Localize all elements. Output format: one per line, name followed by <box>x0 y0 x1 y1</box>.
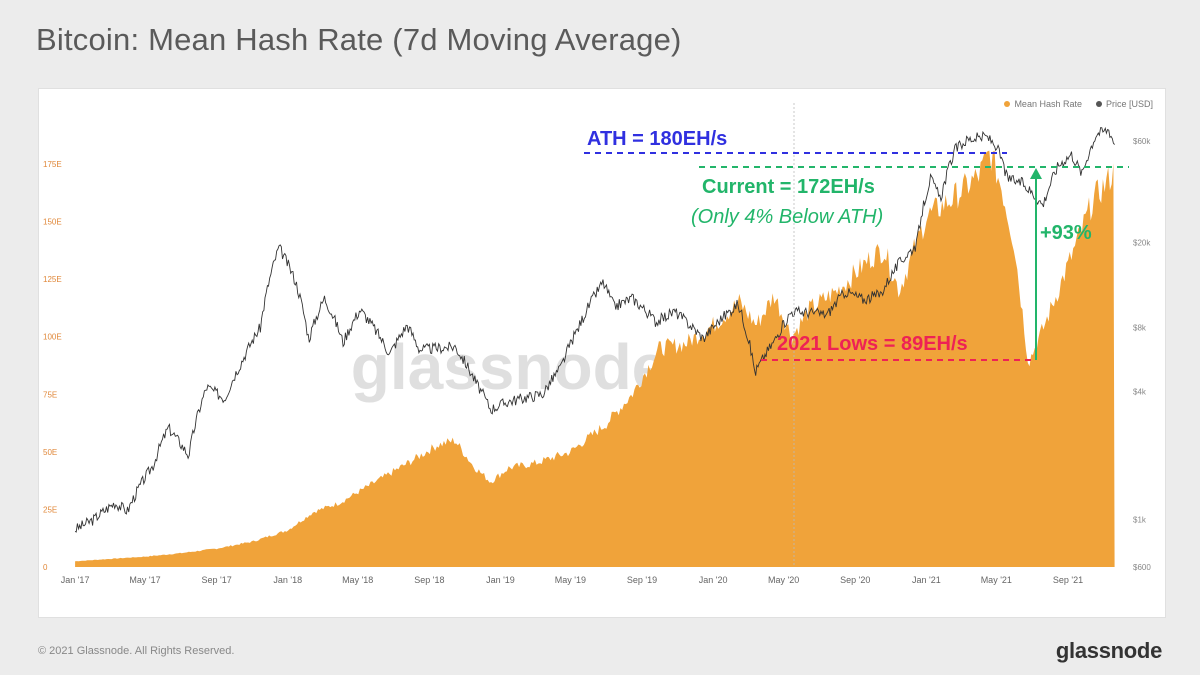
ath-annotation: ATH = 180EH/s <box>587 128 727 150</box>
y-right-tick-label: $600 <box>1133 563 1151 572</box>
y-left-tick-label: 175E <box>43 160 62 169</box>
x-tick-label: Jan '19 <box>486 575 515 585</box>
x-tick-label: Jan '21 <box>912 575 941 585</box>
y-right-tick-label: $20k <box>1133 239 1151 248</box>
series-hashrate-area <box>75 150 1115 567</box>
x-tick-label: Sep '17 <box>202 575 232 585</box>
growth-annotation: +93% <box>1040 222 1092 244</box>
x-tick-label: Sep '18 <box>414 575 444 585</box>
x-tick-label: May '18 <box>342 575 373 585</box>
current-subnote: (Only 4% Below ATH) <box>691 206 883 228</box>
y-left-tick-label: 50E <box>43 448 57 457</box>
x-tick-label: Sep '19 <box>627 575 657 585</box>
brand-logo: glassnode <box>1055 638 1162 663</box>
legend-item-price[interactable]: Price [USD] <box>1095 99 1153 109</box>
y-right-tick-label: $4k <box>1133 388 1147 397</box>
y-left-tick-label: 25E <box>43 505 57 514</box>
legend-item-hashrate[interactable]: Mean Hash Rate <box>1004 99 1082 109</box>
hash-rate-chart: glassnode Jan '17 May '17 Sep '17 Jan '18 May… <box>43 103 1151 585</box>
page-title: Bitcoin: Mean Hash Rate (7d Moving Avera… <box>36 22 682 57</box>
x-tick-label: Sep '21 <box>1053 575 1083 585</box>
y-left-tick-label: 150E <box>43 218 62 227</box>
legend-label-hashrate: Mean Hash Rate <box>1014 99 1082 109</box>
chart-card: glassnode Jan '17 May '17 Sep '17 Jan '18 May… <box>38 88 1166 618</box>
y-left-tick-label: 100E <box>43 333 62 342</box>
y-left-tick-label: 0 <box>43 563 48 572</box>
chart-legend: Mean Hash Rate Price [USD] <box>1004 99 1153 109</box>
watermark: glassnode <box>351 331 668 403</box>
x-tick-label: Sep '20 <box>840 575 870 585</box>
x-tick-label: Jan '18 <box>273 575 302 585</box>
legend-label-price: Price [USD] <box>1105 99 1153 109</box>
y-right-tick-label: $60k <box>1133 137 1151 146</box>
x-tick-label: May '19 <box>555 575 586 585</box>
x-tick-label: May '21 <box>981 575 1012 585</box>
x-tick-label: May '20 <box>768 575 799 585</box>
series-price-line <box>74 126 1115 533</box>
y-right-tick-label: $8k <box>1133 323 1147 332</box>
growth-arrow-head <box>1030 168 1042 179</box>
legend-dot-price <box>1095 101 1102 107</box>
current-annotation: Current = 172EH/s <box>702 176 875 198</box>
y-left-tick-label: 75E <box>43 390 57 399</box>
x-tick-label: Jan '17 <box>61 575 90 585</box>
copyright-text: © 2021 Glassnode. All Rights Reserved. <box>38 645 235 657</box>
legend-dot-hashrate <box>1004 101 1011 107</box>
y-right-tick-label: $1k <box>1133 516 1147 525</box>
lows-annotation: 2021 Lows = 89EH/s <box>777 333 968 355</box>
x-tick-label: Jan '20 <box>699 575 728 585</box>
x-tick-label: May '17 <box>129 575 160 585</box>
y-left-tick-label: 125E <box>43 275 62 284</box>
